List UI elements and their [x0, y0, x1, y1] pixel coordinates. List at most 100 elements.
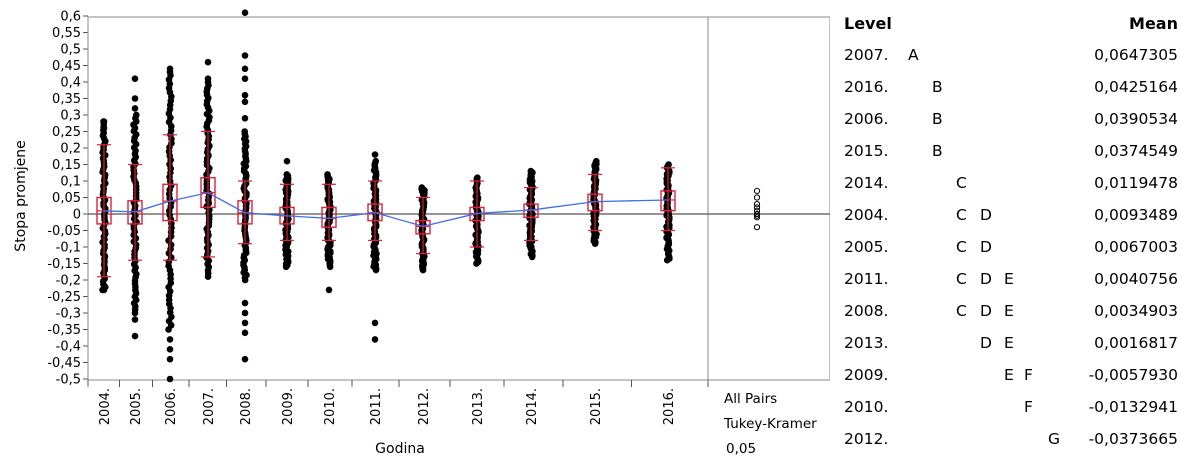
y-tick-label: 0,55 [52, 26, 81, 41]
side-label-alpha: 0,05 [726, 441, 756, 457]
y-tick-label: 0,1 [60, 175, 81, 190]
data-point-outlier [131, 95, 139, 102]
row-level: 2013. [844, 334, 889, 352]
quantile-box [162, 183, 178, 222]
table-row: 2005. C D 0,0067003 [836, 232, 1178, 264]
data-point-outlier [241, 355, 249, 363]
y-tick-label: -0,15 [47, 257, 81, 272]
data-point-outlier [241, 299, 249, 307]
x-tick-label: 2012. [417, 388, 432, 425]
table-row: 2013. D E 0,0016817 [836, 328, 1178, 360]
y-tick-label: -0,1 [56, 241, 81, 256]
side-label-all-pairs: All Pairs [724, 391, 777, 407]
row-mean: 0,0390534 [1094, 110, 1178, 128]
x-tick-label: 2008. [239, 388, 254, 425]
connecting-letter: C [956, 174, 967, 192]
y-tick-label: -0,35 [47, 323, 81, 338]
x-tick-label: 2009. [281, 388, 296, 425]
row-mean: 0,0093489 [1094, 206, 1178, 224]
data-groups [96, 9, 676, 383]
data-point [132, 111, 140, 119]
x-axis-title: Godina [375, 441, 425, 457]
quantile-box [415, 219, 431, 235]
y-tick-label: 0,45 [52, 59, 81, 74]
row-mean: -0,0057930 [1088, 366, 1178, 384]
data-point [372, 157, 380, 165]
oneway-plot: 0,60,550,50,450,40,350,30,250,20,150,10,… [13, 9, 830, 457]
connecting-letter: C [956, 206, 967, 224]
y-tick-label: 0,2 [60, 142, 81, 157]
row-mean: -0,0373665 [1088, 430, 1178, 448]
x-tick-label: 2011. [369, 388, 384, 425]
data-point-outlier [100, 118, 108, 125]
table-row: 2011. C D E 0,0040756 [836, 264, 1178, 296]
data-point-outlier [371, 151, 379, 158]
row-level: 2012. [844, 430, 889, 448]
comparison-circle [753, 214, 761, 221]
row-level: 2007. [844, 46, 889, 64]
row-level: 2009. [844, 366, 889, 384]
connecting-letter: E [1004, 302, 1014, 320]
data-point-outlier [166, 68, 174, 76]
connecting-letter: B [932, 78, 943, 96]
connecting-letter: A [908, 46, 919, 64]
data-point-outlier [204, 78, 212, 86]
table-row: 2006. B 0,0390534 [836, 104, 1178, 136]
row-level: 2016. [844, 78, 889, 96]
data-point-outlier [283, 157, 291, 165]
header-level: Level [844, 14, 892, 33]
y-tick-label: -0,05 [47, 224, 81, 239]
connecting-letter: E [1004, 366, 1014, 384]
table-row: 2009. E F -0,0057930 [836, 360, 1178, 392]
data-point-outlier [241, 52, 249, 59]
row-mean: 0,0067003 [1094, 238, 1178, 256]
row-mean: 0,0119478 [1094, 174, 1178, 192]
data-point-outlier [241, 75, 249, 82]
data-point-outlier [131, 105, 139, 112]
x-tick-label: 2010. [323, 388, 338, 425]
data-point-outlier [325, 286, 333, 294]
y-tick-label: 0 [73, 208, 81, 223]
header-mean: Mean [1129, 14, 1178, 33]
connecting-letter: D [980, 206, 992, 224]
data-point-outlier [204, 58, 212, 66]
row-level: 2006. [844, 110, 889, 128]
y-tick-label: -0,3 [56, 307, 81, 322]
connecting-letter: C [956, 302, 967, 320]
table-body: 2007. A 0,0647305 2016. B 0,0425164 2006. B 0,03… [836, 40, 1178, 456]
connecting-letter: G [1048, 430, 1061, 448]
row-mean: -0,0132941 [1088, 398, 1178, 416]
table-header: Level Mean [836, 8, 1178, 40]
data-point-outlier [166, 355, 174, 363]
row-level: 2004. [844, 206, 889, 224]
table-row: 2008. C D E 0,0034903 [836, 296, 1178, 328]
y-tick-label: 0,5 [60, 43, 81, 58]
connecting-letter: D [980, 302, 992, 320]
connecting-letter: B [932, 110, 943, 128]
connecting-letter: C [956, 238, 967, 256]
data-point-outlier [166, 375, 174, 383]
data-point-outlier [241, 65, 249, 73]
x-tick-label: 2016. [662, 388, 677, 425]
data-point-outlier [241, 98, 249, 106]
data-point [324, 171, 331, 178]
data-point-outlier [241, 91, 249, 99]
quantile-box [660, 190, 676, 212]
table-row: 2016. B 0,0425164 [836, 72, 1178, 104]
data-point [593, 157, 600, 165]
y-tick-label: 0,25 [52, 125, 81, 140]
row-level: 2008. [844, 302, 889, 320]
x-tick-label: 2014. [525, 388, 540, 425]
table-row: 2010. F -0,0132941 [836, 392, 1178, 424]
x-tick-label: 2004. [98, 388, 113, 425]
comparison-circle [753, 194, 761, 201]
y-tick-label: -0,2 [56, 274, 81, 289]
y-tick-label: 0,35 [52, 92, 81, 107]
connecting-letter: E [1004, 270, 1014, 288]
connecting-letters-report: Level Mean 2007. A 0,0647305 2016. B 0,042516… [836, 8, 1178, 456]
data-point-outlier [131, 316, 139, 323]
row-level: 2005. [844, 238, 889, 256]
x-tick-label: 2005. [129, 388, 144, 425]
table-row: 2007. A 0,0647305 [836, 40, 1178, 72]
plot-border [87, 16, 830, 381]
